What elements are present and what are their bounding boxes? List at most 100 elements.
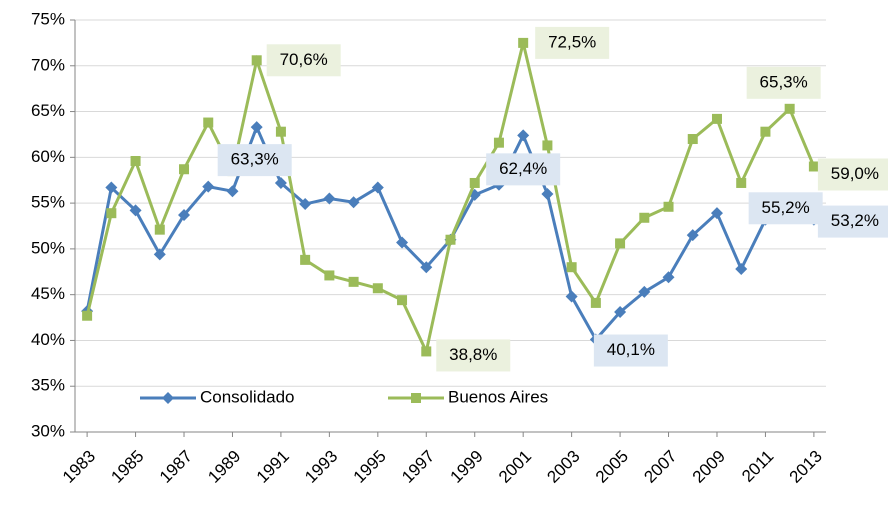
point — [178, 209, 191, 222]
data-label: 63,3% — [231, 150, 279, 169]
point — [735, 263, 748, 276]
x-tick-label: 2009 — [689, 447, 729, 487]
point — [154, 224, 165, 235]
point — [153, 248, 166, 261]
point — [686, 229, 699, 242]
data-label: 40,1% — [607, 340, 655, 359]
x-tick-label: 2003 — [543, 447, 583, 487]
y-tick-label: 50% — [31, 238, 65, 257]
point — [82, 310, 93, 321]
data-label-box — [436, 339, 511, 372]
point — [299, 198, 312, 211]
point — [615, 238, 626, 249]
point — [663, 201, 674, 212]
y-tick-label: 65% — [31, 101, 65, 120]
point — [565, 290, 578, 303]
point — [226, 185, 239, 198]
point — [129, 204, 142, 217]
legend-marker — [162, 392, 174, 404]
point — [518, 37, 529, 48]
point — [250, 121, 263, 134]
point — [348, 276, 359, 287]
point — [105, 181, 118, 194]
data-label: 38,8% — [449, 345, 497, 364]
point — [445, 234, 456, 245]
data-label-box — [817, 205, 888, 238]
x-tick-label: 1993 — [301, 447, 341, 487]
x-tick-label: 1989 — [204, 447, 244, 487]
point — [784, 103, 795, 114]
point — [469, 177, 480, 188]
legend-marker — [411, 393, 421, 403]
point — [638, 285, 651, 298]
data-label: 72,5% — [548, 32, 596, 51]
x-tick-label: 1995 — [350, 447, 390, 487]
data-label-box — [266, 44, 341, 77]
legend-marker — [411, 393, 421, 403]
legend-label: Buenos Aires — [448, 387, 548, 406]
point — [493, 137, 504, 148]
x-tick-label: 1997 — [398, 447, 438, 487]
data-label: 70,6% — [280, 50, 328, 69]
data-label-box — [217, 144, 292, 177]
point — [106, 208, 117, 219]
point — [687, 134, 698, 145]
point — [300, 254, 311, 265]
x-tick-label: 2007 — [640, 447, 680, 487]
y-tick-label: 40% — [31, 330, 65, 349]
point — [274, 176, 287, 189]
data-label: 65,3% — [760, 72, 808, 91]
x-tick-label: 1991 — [253, 447, 293, 487]
x-tick-label: 1983 — [59, 447, 99, 487]
x-tick-label: 1985 — [107, 447, 147, 487]
point — [203, 117, 214, 128]
data-label-box — [817, 158, 888, 191]
point — [808, 161, 819, 172]
point — [371, 181, 384, 194]
point — [566, 262, 577, 273]
x-tick-label: 1999 — [447, 447, 487, 487]
point — [396, 236, 409, 249]
x-tick-label: 1987 — [156, 447, 196, 487]
point — [421, 346, 432, 357]
data-label: 62,4% — [499, 159, 547, 178]
data-label: 53,2% — [831, 211, 879, 230]
series — [82, 37, 819, 357]
point — [275, 126, 286, 137]
point — [639, 212, 650, 223]
y-tick-label: 70% — [31, 55, 65, 74]
y-tick-label: 75% — [31, 9, 65, 28]
point — [614, 306, 627, 319]
point — [710, 207, 723, 220]
x-tick-label: 2001 — [495, 447, 535, 487]
point — [179, 164, 190, 175]
point — [542, 140, 553, 151]
point — [130, 155, 141, 166]
line — [85, 42, 816, 357]
data-label-box — [748, 192, 823, 225]
data-label: 55,2% — [762, 198, 810, 217]
y-tick-label: 55% — [31, 193, 65, 212]
legend-marker — [162, 392, 174, 404]
x-tick-label: 2011 — [738, 447, 777, 486]
point — [347, 196, 360, 209]
legend-label: Consolidado — [200, 387, 295, 406]
point — [324, 270, 335, 281]
point — [590, 297, 601, 308]
point — [372, 283, 383, 294]
line — [85, 123, 815, 343]
point — [251, 55, 262, 66]
data-label-box — [746, 66, 821, 99]
point — [202, 180, 215, 193]
point — [541, 187, 554, 200]
data-label-box — [535, 26, 610, 59]
point — [323, 192, 336, 205]
point — [662, 271, 675, 284]
point — [711, 113, 722, 124]
y-tick-label: 35% — [31, 376, 65, 395]
point — [760, 126, 771, 137]
point — [517, 129, 530, 142]
y-tick-label: 60% — [31, 147, 65, 166]
point — [736, 177, 747, 188]
